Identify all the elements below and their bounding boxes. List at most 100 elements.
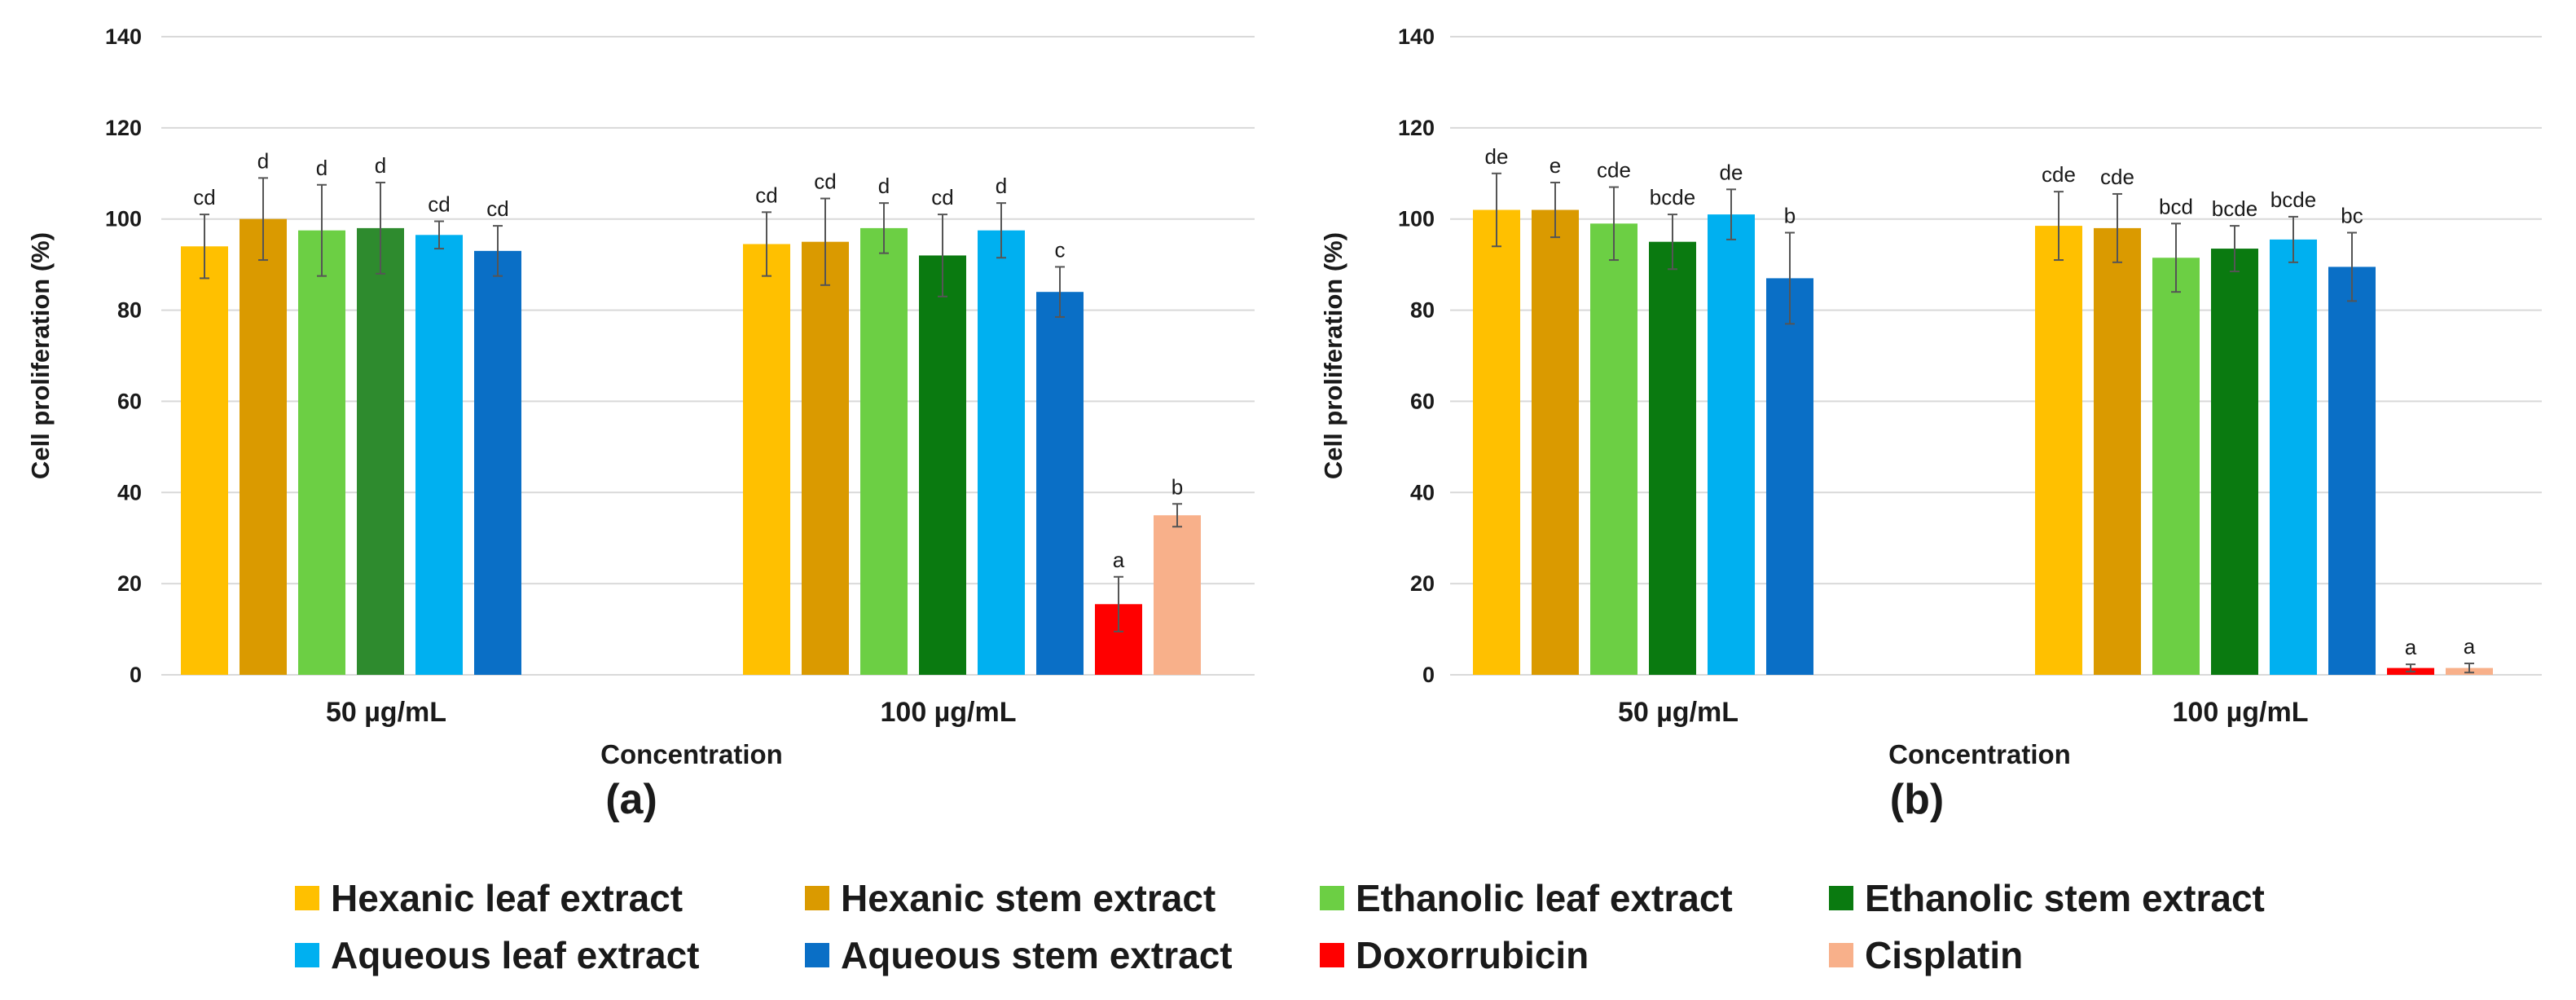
significance-label: cd: [486, 196, 508, 221]
bar-aqueous-stem-extract: [2328, 267, 2376, 675]
bar-ethanolic-stem-extract: [1649, 241, 1696, 675]
significance-label: d: [878, 174, 890, 198]
bar-ethanolic-leaf-extract: [298, 230, 345, 676]
significance-label: cd: [193, 185, 215, 209]
y-tick-label: 80: [1410, 298, 1435, 323]
bar-aqueous-stem-extract: [1766, 278, 1813, 675]
legend-item-aqueous-stem: Aqueous stem extract: [805, 931, 1233, 980]
legend-swatch: [295, 943, 319, 967]
bar-hexanic-leaf-extract: [2035, 226, 2082, 675]
significance-label: bcde: [1650, 185, 1695, 209]
significance-label: d: [316, 156, 327, 180]
y-tick-label: 140: [105, 24, 142, 49]
significance-label: a: [2405, 635, 2417, 659]
legend: Hexanic leaf extract Hexanic stem extrac…: [0, 839, 2576, 1000]
significance-label: cd: [931, 185, 953, 209]
significance-label: cd: [814, 170, 836, 194]
significance-label: bc: [2341, 203, 2363, 227]
y-tick-label: 60: [1410, 389, 1435, 413]
panel-label: (b): [1890, 776, 1944, 823]
significance-label: e: [1550, 153, 1561, 178]
significance-label: cde: [2100, 165, 2134, 189]
x-category-label: 50 µg/mL: [326, 697, 446, 728]
legend-label: Aqueous stem extract: [841, 934, 1233, 976]
legend-label: Doxorrubicin: [1356, 934, 1589, 976]
legend-swatch: [1829, 943, 1853, 967]
significance-label: b: [1172, 474, 1183, 499]
bar-ethanolic-leaf-extract: [1590, 223, 1637, 675]
bar-aqueous-leaf-extract: [978, 230, 1025, 676]
x-category-label: 100 µg/mL: [881, 697, 1017, 728]
bar-ethanolic-leaf-extract: [860, 227, 908, 675]
legend-item-ethanolic-stem: Ethanolic stem extract: [1829, 874, 2265, 923]
y-tick-label: 0: [130, 663, 142, 687]
y-axis-label: Cell proliferation (%): [1319, 232, 1347, 479]
y-tick-label: 0: [1422, 663, 1435, 687]
bar-ethanolic-stem-extract: [2211, 249, 2258, 675]
legend-item-ethanolic-leaf: Ethanolic leaf extract: [1320, 874, 1733, 923]
bar-hexanic-stem-extract: [240, 218, 287, 675]
bar-hexanic-leaf-extract: [1473, 209, 1520, 675]
bar-aqueous-leaf-extract: [2270, 239, 2317, 675]
x-axis-label: Concentration: [600, 739, 783, 769]
significance-label: bcde: [2270, 187, 2316, 212]
legend-label: Ethanolic leaf extract: [1356, 877, 1733, 919]
significance-label: b: [1784, 203, 1796, 227]
legend-item-hexanic-leaf: Hexanic leaf extract: [295, 874, 683, 923]
significance-label: d: [375, 153, 386, 178]
legend-item-hexanic-stem: Hexanic stem extract: [805, 874, 1215, 923]
significance-label: bcd: [2159, 194, 2193, 218]
legend-swatch: [295, 886, 319, 910]
significance-label: a: [1113, 548, 1125, 572]
y-tick-label: 120: [105, 116, 142, 140]
y-axis-label: Cell proliferation (%): [26, 232, 55, 479]
legend-label: Ethanolic stem extract: [1865, 877, 2265, 919]
y-tick-label: 40: [117, 480, 142, 504]
y-tick-label: 40: [1410, 480, 1435, 504]
bar-ethanolic-leaf-extract: [2152, 258, 2200, 675]
significance-label: de: [1720, 160, 1743, 184]
y-tick-label: 20: [117, 571, 142, 596]
y-tick-label: 120: [1398, 116, 1435, 140]
significance-label: cde: [2042, 162, 2076, 187]
bar-aqueous-leaf-extract: [1708, 214, 1755, 675]
legend-swatch: [1320, 943, 1344, 967]
panel-label: (a): [605, 776, 657, 823]
y-tick-label: 60: [117, 389, 142, 413]
bar-hexanic-stem-extract: [1532, 209, 1579, 675]
bar-hexanic-leaf-extract: [181, 246, 228, 675]
significance-label: cd: [428, 192, 450, 217]
y-tick-label: 100: [105, 207, 142, 231]
bar-cisplatin: [1154, 515, 1201, 675]
legend-label: Hexanic stem extract: [841, 877, 1216, 919]
bar-ethanolic-stem-extract: [919, 255, 966, 675]
legend-item-cisplatin: Cisplatin: [1829, 931, 2023, 980]
y-tick-label: 80: [117, 298, 142, 323]
bar-hexanic-stem-extract: [2094, 227, 2141, 675]
legend-swatch: [805, 943, 829, 967]
legend-swatch: [1320, 886, 1344, 910]
x-category-label: 100 µg/mL: [2173, 697, 2309, 728]
significance-label: d: [996, 174, 1007, 198]
significance-label: a: [2464, 634, 2476, 659]
legend-item-doxorrubicin: Doxorrubicin: [1320, 931, 1589, 980]
legend-swatch: [1829, 886, 1853, 910]
bar-hexanic-leaf-extract: [743, 244, 790, 676]
y-tick-label: 20: [1410, 571, 1435, 596]
bar-ethanolic-stem-extract: [357, 227, 404, 675]
bar-hexanic-stem-extract: [802, 241, 849, 675]
bar-aqueous-stem-extract: [474, 250, 521, 676]
x-axis-label: Concentration: [1888, 739, 2071, 769]
bar-aqueous-stem-extract: [1036, 292, 1084, 675]
legend-label: Aqueous leaf extract: [331, 934, 700, 976]
legend-label: Hexanic leaf extract: [331, 877, 684, 919]
bar-aqueous-leaf-extract: [415, 235, 463, 675]
significance-label: de: [1485, 144, 1509, 169]
legend-swatch: [805, 886, 829, 910]
significance-label: cde: [1597, 158, 1631, 183]
significance-label: d: [257, 148, 269, 173]
significance-label: c: [1055, 237, 1066, 262]
significance-label: cd: [755, 183, 777, 207]
y-tick-label: 100: [1398, 207, 1435, 231]
